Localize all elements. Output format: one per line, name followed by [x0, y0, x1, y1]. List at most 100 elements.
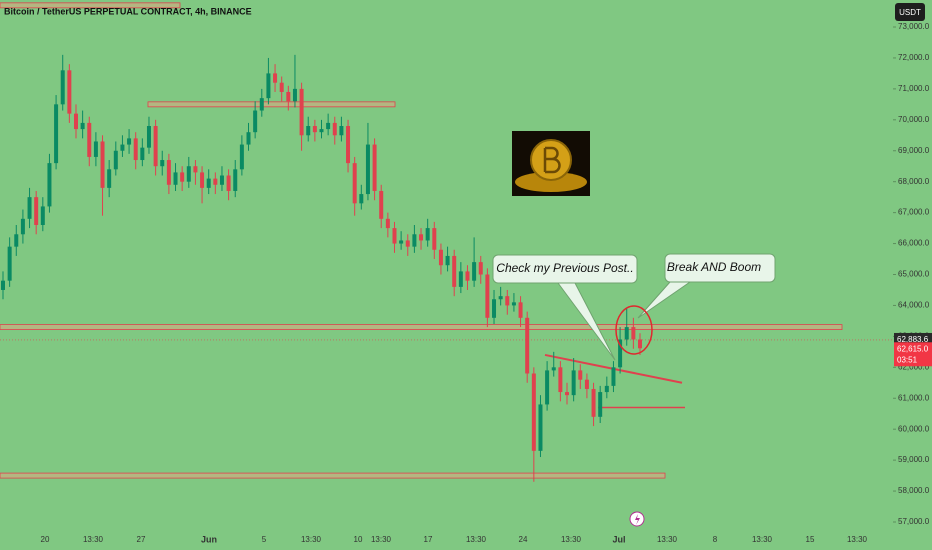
candle-body	[40, 206, 45, 225]
candle-body	[266, 73, 271, 99]
x-tick-label: Jun	[201, 534, 217, 544]
candle-body	[153, 126, 158, 167]
candle-body	[292, 88, 297, 102]
x-tick-label: 13:30	[657, 535, 678, 544]
current-price-label: 62,615.0	[897, 344, 929, 353]
x-tick-label: 27	[137, 535, 146, 544]
candle-body	[438, 249, 443, 266]
x-tick-label: 13:30	[83, 535, 104, 544]
candle-body	[365, 144, 370, 195]
candle-body	[578, 370, 583, 380]
y-tick-label: 62,000.0	[898, 362, 930, 371]
candle-body	[326, 122, 331, 130]
y-tick-label: 69,000.0	[898, 146, 930, 155]
x-tick-label: 13:30	[752, 535, 773, 544]
candle-body	[511, 302, 516, 306]
candle-body	[399, 240, 404, 244]
countdown: 03:51	[897, 355, 918, 364]
candle-body	[379, 190, 384, 219]
candle-body	[472, 262, 477, 281]
candle-body	[558, 367, 563, 393]
candle-body	[173, 172, 178, 185]
candle-body	[565, 392, 570, 396]
y-tick-label: 72,000.0	[898, 53, 930, 62]
candle-body	[352, 163, 357, 204]
candle-body	[505, 296, 510, 306]
y-tick-label: 73,000.0	[898, 22, 930, 31]
candle-body	[385, 218, 390, 229]
candle-body	[213, 178, 218, 185]
last-price-label: 62,883.6	[897, 335, 929, 344]
candle-body	[34, 197, 39, 225]
candle-body	[571, 370, 576, 396]
candle-body	[166, 160, 171, 185]
candle-body	[419, 234, 424, 241]
level-zone	[0, 2, 181, 9]
y-tick-label: 58,000.0	[898, 486, 930, 495]
callout-2: Break AND Boom	[637, 253, 776, 319]
x-tick-label: 13:30	[561, 535, 582, 544]
candle-body	[624, 327, 629, 340]
candle-body	[206, 178, 211, 188]
candle-body	[485, 274, 490, 318]
candle-body	[432, 228, 437, 250]
y-tick-label: 61,000.0	[898, 393, 930, 402]
candle-body	[193, 166, 198, 173]
candle-body	[306, 126, 311, 136]
x-tick-label: 10	[354, 535, 363, 544]
y-tick-label: 66,000.0	[898, 239, 930, 248]
candle-body	[186, 166, 191, 182]
highlight-circle	[615, 305, 653, 355]
candle-body	[412, 234, 417, 247]
candle-body	[458, 271, 463, 287]
candle-body	[425, 228, 430, 241]
bitcoin-image	[512, 131, 590, 196]
candle-body	[67, 70, 72, 114]
chart-title: Bitcoin / TetherUS PERPETUAL CONTRACT, 4…	[4, 6, 252, 16]
candle-body	[538, 404, 543, 451]
candle-body	[638, 339, 642, 349]
candle-body	[618, 339, 623, 368]
y-tick-label: 68,000.0	[898, 177, 930, 186]
level-zone	[0, 472, 666, 479]
candle-body	[279, 82, 284, 92]
currency-label[interactable]: USDT	[899, 8, 921, 17]
x-tick-label: 5	[262, 535, 267, 544]
candle-body	[146, 126, 151, 148]
candle-body	[1, 280, 5, 290]
currency-button[interactable]	[895, 3, 925, 21]
grid	[893, 26, 896, 523]
candle-body	[312, 126, 317, 133]
candle-body	[233, 169, 238, 191]
candle-body	[246, 132, 251, 145]
candle-body	[359, 194, 364, 204]
x-tick-label: 13:30	[466, 535, 487, 544]
candle-body	[405, 240, 410, 247]
x-tick-label: 24	[519, 535, 528, 544]
y-tick-label: 70,000.0	[898, 115, 930, 124]
x-tick-label: 13:30	[847, 535, 868, 544]
candle-body	[525, 317, 530, 374]
candle-body	[80, 122, 85, 130]
candle-body	[452, 255, 457, 287]
x-tick-label: 15	[806, 535, 815, 544]
y-tick-label: 57,000.0	[898, 517, 930, 526]
level-zone	[147, 101, 396, 108]
y-tick-label: 65,000.0	[898, 270, 930, 279]
candle-body	[545, 370, 550, 405]
annotation: Check my Previous Post..	[496, 261, 633, 275]
candle-body	[339, 126, 344, 136]
candle-body	[54, 104, 59, 164]
level-zone	[0, 324, 843, 330]
lightning-icon[interactable]	[629, 511, 645, 527]
candle-body	[20, 218, 25, 235]
candle-body	[551, 367, 556, 371]
candle-body	[73, 113, 78, 130]
candle-body	[47, 163, 52, 207]
candle-body	[253, 110, 258, 133]
candle-body	[200, 172, 205, 188]
x-tick-label: 20	[41, 535, 50, 544]
candle-body	[113, 150, 118, 170]
candle-body	[180, 172, 185, 182]
